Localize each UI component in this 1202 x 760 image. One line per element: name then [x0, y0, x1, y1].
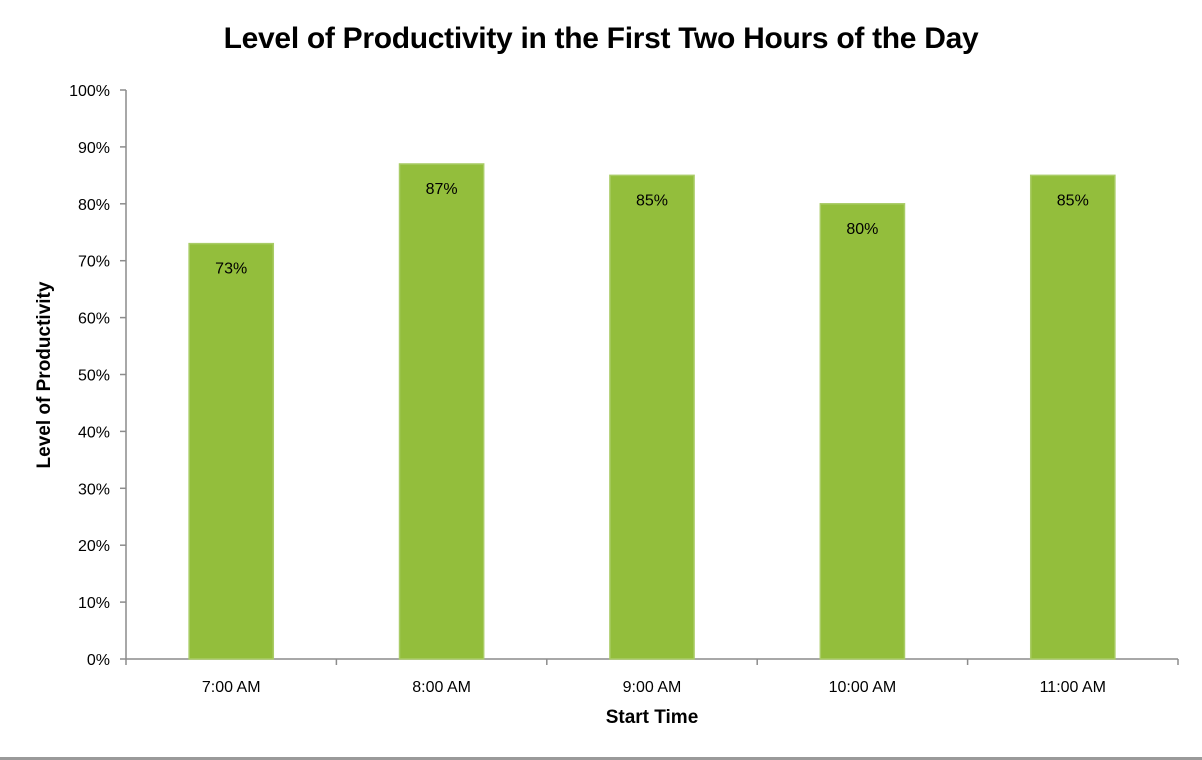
y-tick-label: 70%	[78, 254, 110, 271]
x-tick-label: 9:00 AM	[623, 679, 682, 696]
y-tick-label: 40%	[78, 424, 110, 441]
y-tick-label: 50%	[78, 368, 110, 385]
bar-5	[1029, 174, 1116, 660]
x-tick-label: 11:00 AM	[1040, 679, 1106, 696]
y-tick-label: 80%	[78, 197, 110, 214]
y-tick-label: 0%	[87, 652, 110, 669]
data-label: 73%	[215, 261, 247, 278]
x-tick-label: 8:00 AM	[412, 679, 471, 696]
chart-title: Level of Productivity in the First Two H…	[223, 22, 979, 55]
data-label: 85%	[636, 192, 668, 209]
data-label: 85%	[1057, 192, 1089, 209]
y-tick-label: 30%	[78, 481, 110, 498]
data-label: 80%	[846, 221, 878, 238]
y-tick-label: 90%	[78, 140, 110, 157]
bar-1	[188, 242, 275, 660]
bar-4	[819, 203, 906, 660]
bar-2	[398, 163, 485, 660]
y-tick-label: 60%	[78, 311, 110, 328]
x-tick-label: 7:00 AM	[202, 679, 261, 696]
y-tick-label: 20%	[78, 538, 110, 555]
bottom-border	[0, 757, 1202, 760]
y-tick-label: 100%	[69, 83, 110, 100]
y-tick-label: 10%	[78, 595, 110, 612]
data-label: 87%	[426, 181, 458, 198]
x-tick-label: 10:00 AM	[829, 679, 897, 696]
bar-3	[609, 174, 695, 660]
x-axis-title: Start Time	[605, 707, 699, 728]
